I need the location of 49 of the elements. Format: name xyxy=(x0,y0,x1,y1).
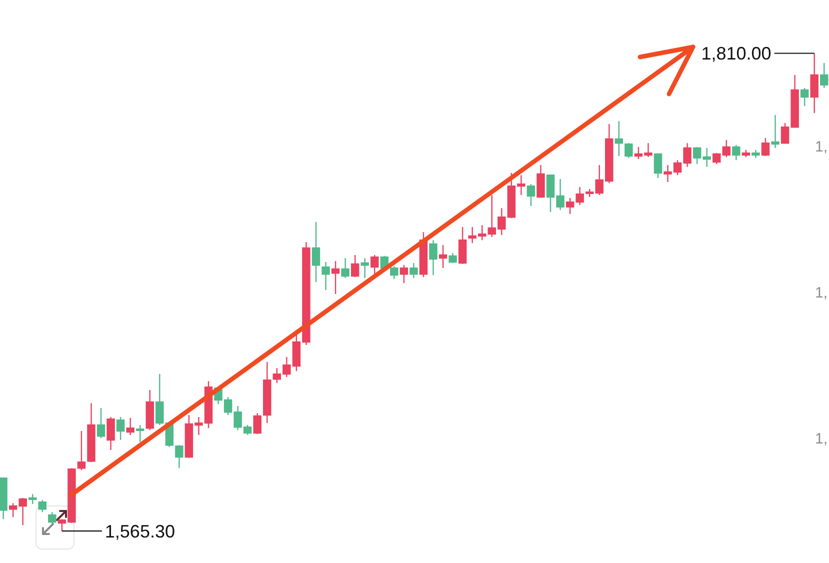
candlestick xyxy=(458,226,467,265)
candlestick xyxy=(410,262,418,279)
candlestick xyxy=(87,402,96,463)
candlestick xyxy=(771,114,780,149)
annotation: 1, xyxy=(815,138,828,156)
candlestick xyxy=(654,153,662,179)
candlestick xyxy=(536,164,545,198)
candlestick xyxy=(77,430,86,471)
candlestick xyxy=(146,389,154,431)
candlestick xyxy=(624,142,633,159)
candlestick xyxy=(752,149,760,159)
candlestick xyxy=(438,244,448,269)
candlestick xyxy=(820,62,828,89)
candlestick xyxy=(48,511,56,525)
annotation: 1,810.00 xyxy=(701,44,772,64)
candlestick xyxy=(400,264,408,284)
candlestick xyxy=(96,407,106,439)
candlestick xyxy=(761,137,770,157)
candlestick xyxy=(341,257,350,279)
annotation: 1, xyxy=(815,284,828,302)
candlestick xyxy=(712,152,721,165)
candlestick xyxy=(722,139,731,158)
annotation: 1,565.30 xyxy=(104,521,175,542)
candlestick xyxy=(322,261,330,291)
candlestick xyxy=(106,416,115,451)
candlestick xyxy=(350,254,360,278)
candlestick xyxy=(253,412,262,435)
candlestick xyxy=(175,444,184,469)
candlestick xyxy=(614,120,624,157)
candlestick xyxy=(126,417,134,436)
annotation: 1, xyxy=(815,430,828,448)
candlestick xyxy=(312,221,320,283)
candlestick xyxy=(800,87,809,107)
candlestick xyxy=(331,260,340,295)
candlestick xyxy=(810,52,818,114)
candlestick xyxy=(28,494,37,505)
candlestick xyxy=(263,361,272,424)
candlestick xyxy=(448,252,457,264)
candlestick xyxy=(429,240,438,276)
candlestick xyxy=(360,257,369,279)
candlestick xyxy=(526,183,536,207)
candlestick xyxy=(732,144,740,161)
candlestick xyxy=(742,149,750,158)
candlestick xyxy=(370,254,379,275)
candlestick xyxy=(0,477,8,520)
candlestick xyxy=(390,265,398,280)
candlestick xyxy=(38,499,46,513)
candlestick xyxy=(136,424,144,443)
candlestick xyxy=(116,416,125,441)
